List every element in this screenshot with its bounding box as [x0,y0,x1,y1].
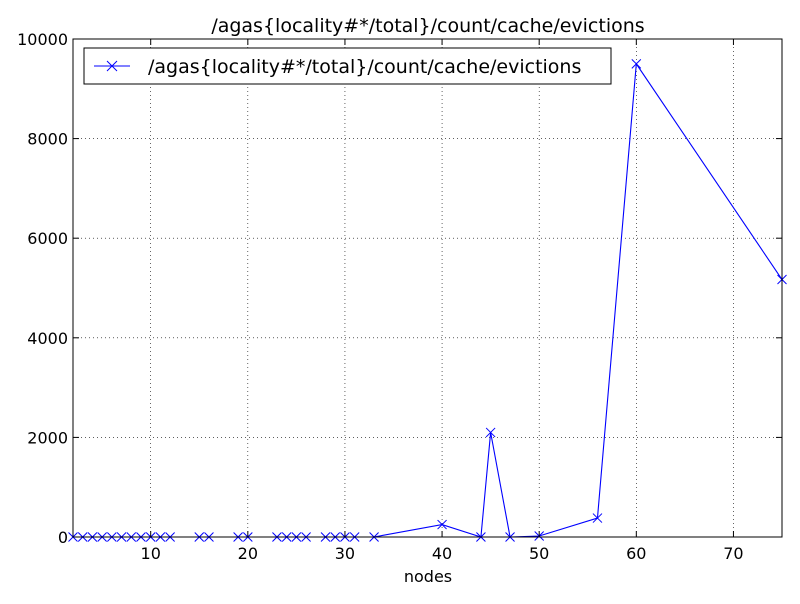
data-point [631,59,642,69]
y-tick-label: 6000 [27,229,68,248]
x-tick-label: 40 [432,544,452,563]
data-point [592,513,603,523]
plot-frame [72,38,783,538]
y-tick-label: 4000 [27,329,68,348]
x-tick-label: 60 [626,544,646,563]
legend-entry-label: /agas{locality#*/total}/count/cache/evic… [148,56,581,78]
data-point [485,427,496,438]
legend-marker [106,60,118,72]
y-tick-label: 0 [58,528,68,547]
x-axis-label: nodes [404,567,452,586]
y-tick-label: 10000 [17,30,68,49]
legend-box [83,47,612,85]
x-tick-label: 50 [529,544,549,563]
y-axis: 0 2000 4000 6000 8000 10000 [17,30,782,547]
x-tick-label: 30 [335,544,355,563]
x-tick-label: 20 [238,544,258,563]
chart-title: /agas{locality#*/total}/count/cache/evic… [211,15,644,37]
x-tick-label: 70 [723,544,743,563]
y-tick-label: 2000 [27,428,68,447]
x-tick-label: 10 [141,544,161,563]
x-axis: 10 20 30 40 50 60 70 [141,39,744,563]
y-tick-label: 8000 [27,130,68,149]
data-point [437,519,447,530]
grid [73,39,782,537]
legend: /agas{locality#*/total}/count/cache/evic… [83,47,612,85]
